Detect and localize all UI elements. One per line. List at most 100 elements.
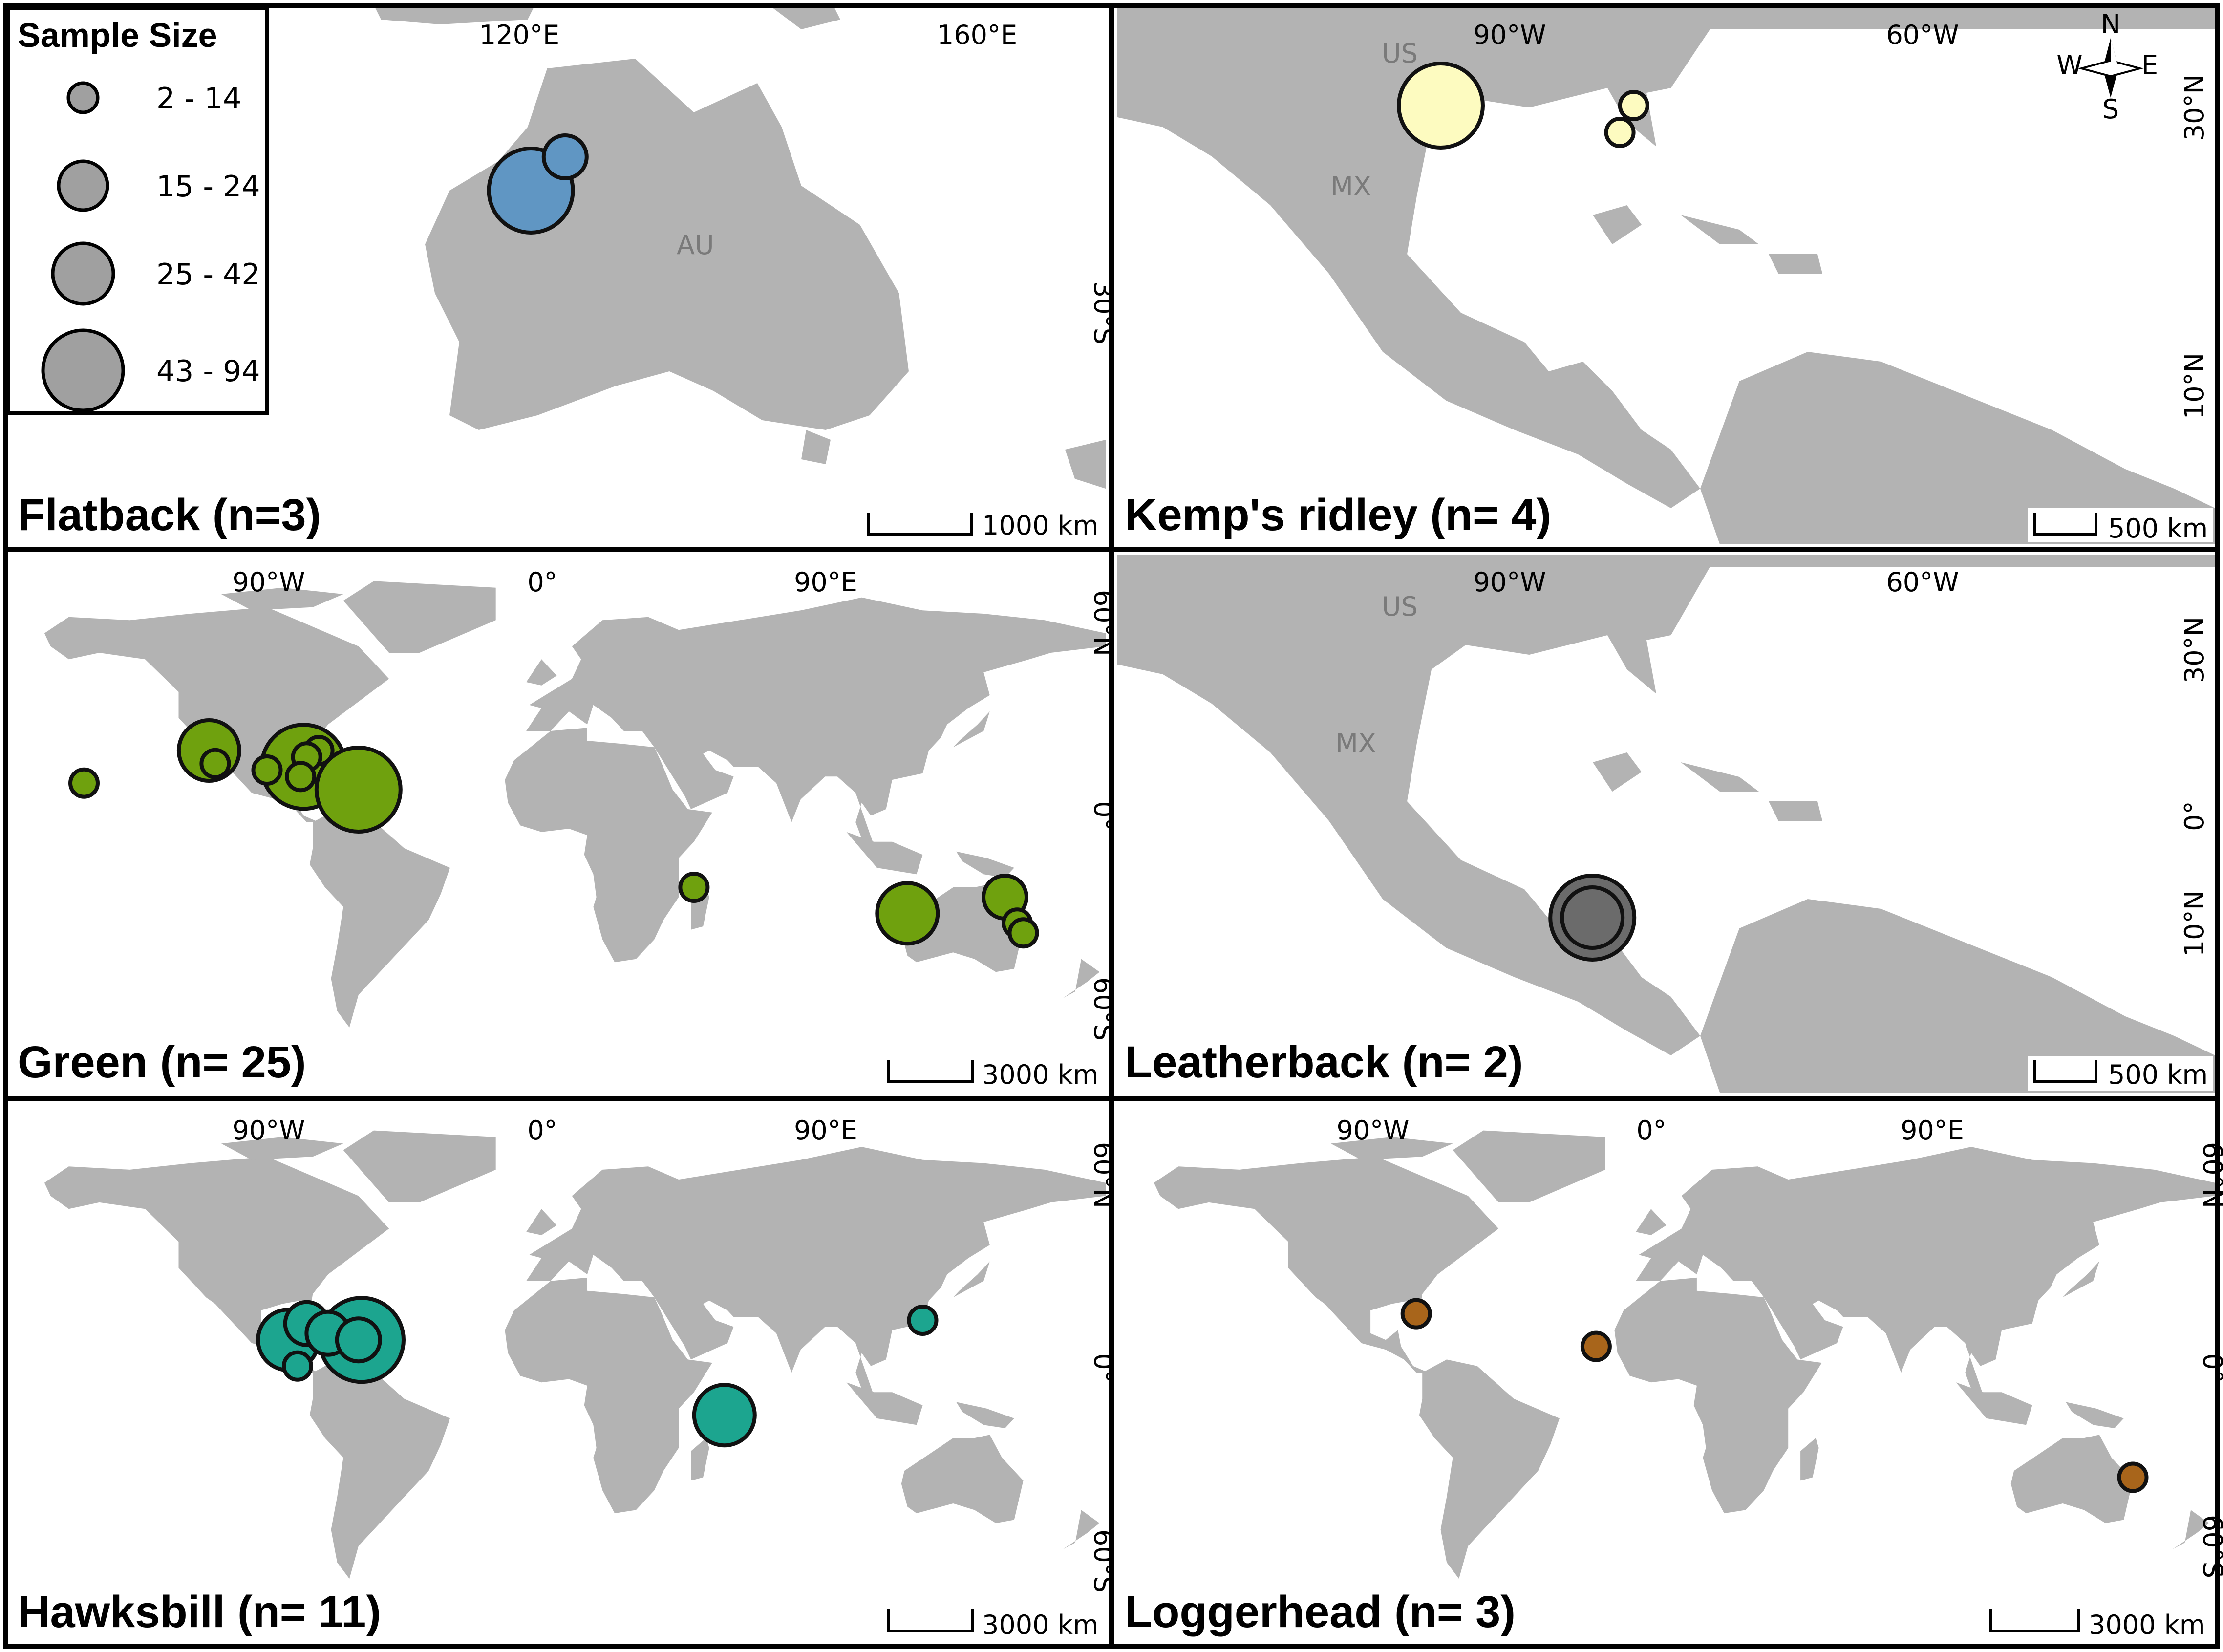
sampling-site-hawksbill-6 [692, 1383, 757, 1448]
lon-label-90w: 90°W [1473, 20, 1546, 50]
scale-label-flatback: 1000 km [982, 510, 1098, 541]
landmass-7 [846, 832, 923, 875]
sampling-site-green-3 [251, 754, 283, 786]
sites-green [68, 718, 1039, 949]
lat-label-10n: 10°N [2179, 890, 2210, 957]
sites-kemps-ridley [1397, 62, 1649, 150]
lon-label-90w: 90°W [232, 567, 305, 598]
lat-label-0: 0° [1088, 1353, 1119, 1383]
landmass-2 [343, 581, 496, 653]
sampling-site-loggerhead-2 [2117, 1461, 2149, 1493]
landmass-10 [953, 1261, 990, 1298]
sampling-site-hawksbill-5 [335, 1316, 382, 1364]
sampling-site-green-13 [1007, 917, 1039, 949]
panel-title-green: Green (n= 25) [18, 1037, 306, 1087]
world-basemap-hawksbill [44, 1130, 1106, 1579]
sites-leatherback [1548, 874, 1637, 962]
landmass-12 [221, 587, 343, 611]
scale-label-green: 3000 km [982, 1059, 1098, 1090]
lon-label-120e: 120°E [479, 20, 559, 50]
lat-label-60n: 60°N [1088, 1142, 1119, 1208]
country-label-us: US [1382, 591, 1418, 622]
lat-label-0: 0° [1088, 801, 1119, 831]
panel-title-kemps-ridley: Kemp's ridley (n= 4) [1125, 490, 1551, 540]
sampling-site-hawksbill-7 [907, 1305, 939, 1336]
landmass-8 [956, 1402, 1014, 1428]
lat-label-30n: 30°N [2179, 74, 2210, 141]
landmass-7 [846, 1382, 923, 1425]
landmass-0 [1154, 1157, 1499, 1373]
sampling-site-green-7 [285, 761, 317, 793]
panel-title-flatback: Flatback (n=3) [18, 490, 321, 540]
scale-bar-loggerhead: 3000 km [1984, 1607, 2213, 1641]
legend-label-1: 2 - 14 [156, 82, 241, 116]
scale-bar-kemps-ridley: 500 km [2028, 508, 2213, 544]
compass-south-letter: S [2102, 94, 2119, 125]
scale-bar-green: 3000 km [879, 1056, 1104, 1091]
landmass-9 [526, 1209, 557, 1235]
lon-label-90e: 90°E [794, 567, 857, 598]
scale-label-leatherback: 500 km [2108, 1059, 2208, 1090]
landmass-5 [691, 1438, 709, 1481]
lon-label-60w: 60°W [1886, 567, 1959, 598]
landmass-1 [309, 1359, 450, 1579]
landmass-11 [1063, 1510, 1100, 1549]
legend-label-3: 25 - 42 [156, 257, 260, 292]
lat-label-60n: 60°N [1088, 590, 1119, 656]
scale-bar-hawksbill: 3000 km [879, 1607, 1104, 1641]
sampling-site-kemps-0 [1397, 62, 1485, 150]
landmass-4 [505, 728, 712, 963]
lat-label-30s: 30°S [1088, 281, 1119, 344]
country-label-us: US [1382, 38, 1418, 69]
country-label-mx: MX [1330, 171, 1371, 202]
legend-title: Sample Size [18, 16, 217, 54]
panel-green: 90°W 0° 90°E 60°N 0° 60°S Green (n= 25) … [8, 555, 1119, 1093]
panel-title-leatherback: Leatherback (n= 2) [1125, 1037, 1523, 1087]
panel-title-hawksbill: Hawksbill (n= 11) [18, 1587, 381, 1637]
landmass-12 [1330, 1137, 1453, 1160]
world-basemap-loggerhead [1154, 1130, 2215, 1579]
landmass-3 [1636, 1147, 2215, 1395]
panel-title-loggerhead: Loggerhead (n= 3) [1125, 1587, 1516, 1637]
scale-label-kemps-ridley: 500 km [2108, 513, 2208, 544]
lon-label-0: 0° [527, 1115, 557, 1146]
north-america-basemap-2 [1117, 555, 2215, 1093]
landmass-4 [505, 1277, 712, 1514]
country-label-mx: MX [1335, 728, 1376, 759]
landmass-12 [221, 1137, 343, 1160]
panel-flatback: AU 120°E 160°E 30°S Flatback (n=3) 1000 … [8, 8, 1119, 544]
landmass-11 [2172, 1510, 2209, 1549]
landmass-5 [1800, 1438, 1819, 1481]
panel-leatherback: US MX 90°W 60°W 30°N 0° 10°N Leatherback… [1117, 555, 2215, 1093]
sampling-site-hawksbill-2 [282, 1350, 313, 1382]
lat-label-10n: 10°N [2179, 353, 2210, 419]
landmass-3 [526, 597, 1106, 845]
landmass-4 [1614, 1277, 1822, 1514]
sampling-site-kemps-1 [1618, 90, 1649, 121]
panel-kemps-ridley: US MX 90°W 60°W 30°N 10°N N S E W Kemp's… [1117, 8, 2215, 544]
compass-north-letter: N [2101, 9, 2120, 40]
landmass-6 [2010, 1435, 2133, 1523]
scale-bar-leatherback: 500 km [2028, 1056, 2213, 1091]
sampling-site-kemps-2 [1604, 117, 1636, 148]
lon-label-90w: 90°W [232, 1115, 305, 1146]
landmass-6 [901, 1435, 1024, 1523]
sampling-site-loggerhead-1 [1580, 1330, 1612, 1362]
compass-west-letter: W [2056, 50, 2082, 81]
north-america-basemap [1117, 8, 2215, 544]
legend-label-2: 15 - 24 [156, 170, 260, 204]
landmass-1 [309, 809, 450, 1028]
sampling-site-green-10 [875, 881, 940, 946]
country-label-au: AU [677, 230, 714, 260]
landmass-10 [953, 711, 990, 748]
sites-hawksbill [256, 1296, 939, 1448]
sampling-site-leatherback-1 [1560, 885, 1625, 950]
landmass-0 [44, 1157, 389, 1373]
sampling-site-flatback-1 [541, 133, 589, 180]
sampling-site-loggerhead-0 [1400, 1298, 1432, 1330]
landmass-1 [1419, 1359, 1560, 1579]
landmass-0 [44, 607, 389, 822]
scale-label-hawksbill: 3000 km [982, 1609, 1098, 1640]
landmass-2 [343, 1130, 496, 1202]
landmass-8 [956, 851, 1014, 878]
